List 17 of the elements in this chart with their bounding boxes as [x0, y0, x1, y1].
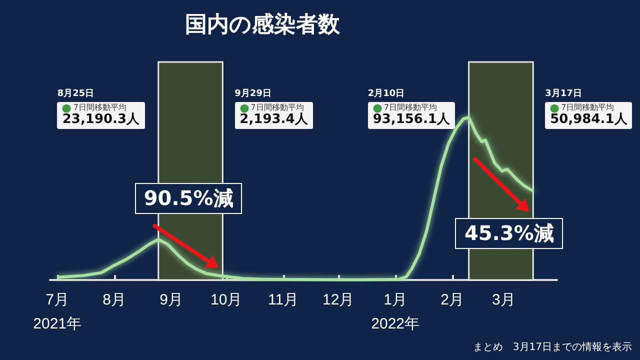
annotation: 3月17日 7日間移動平均 50,984.1人 — [545, 89, 628, 128]
band-label: 45.3%減 — [455, 218, 563, 249]
annotation: 9月29日 7日間移動平均 2,193.4人 — [234, 89, 309, 128]
annotation: 2月10日 7日間移動平均 93,156.1人 — [368, 89, 451, 128]
x-tick-label: 8月 — [102, 292, 126, 308]
x-tick-label: 7月 2021年 — [33, 292, 82, 332]
x-tick-label: 2月 — [440, 292, 464, 308]
x-tick-label: 12月 — [322, 292, 354, 308]
band-label: 90.5%減 — [134, 183, 242, 214]
x-tick-label: 9月 — [160, 292, 183, 308]
x-tick-label: 1月 2022年 — [371, 292, 420, 332]
x-tick-label: 11月 — [268, 292, 299, 308]
x-tick-label: 3月 — [492, 292, 516, 308]
text: まとめ 3月17日までの情報を表示 — [472, 340, 632, 354]
x-tick-label: 10月 — [210, 292, 242, 308]
annotation: 8月25日 7日間移動平均 23,190.3人 — [57, 89, 141, 128]
chart-title: 国内の感染者数 — [185, 12, 341, 36]
